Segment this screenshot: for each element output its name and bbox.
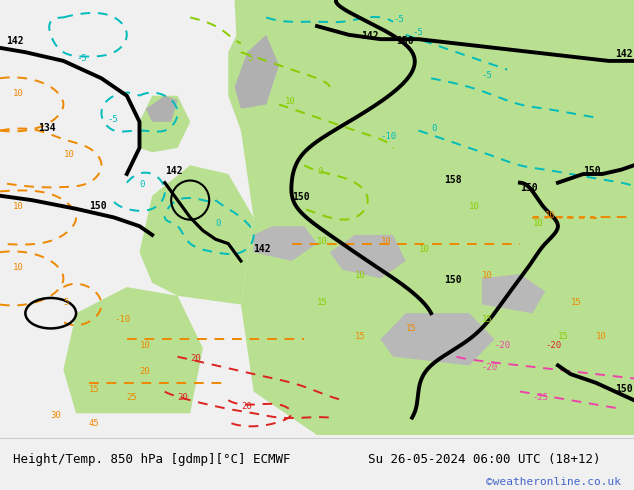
Polygon shape — [146, 96, 178, 122]
Polygon shape — [482, 274, 545, 313]
Text: 10: 10 — [285, 98, 296, 106]
Text: 15: 15 — [571, 297, 581, 307]
Text: 0: 0 — [317, 167, 322, 176]
Polygon shape — [139, 96, 190, 152]
Text: 150: 150 — [444, 275, 462, 285]
Text: 15: 15 — [89, 385, 100, 393]
Text: 25: 25 — [127, 393, 138, 402]
Polygon shape — [139, 165, 254, 304]
Polygon shape — [330, 235, 406, 278]
Text: -20: -20 — [482, 363, 498, 372]
Text: 150: 150 — [520, 183, 538, 194]
Text: 15: 15 — [355, 332, 366, 342]
Text: 5: 5 — [247, 54, 252, 63]
Polygon shape — [63, 287, 203, 413]
Text: 150: 150 — [396, 35, 414, 46]
Text: 0: 0 — [431, 123, 436, 132]
Text: 142: 142 — [254, 245, 271, 254]
Text: 10: 10 — [418, 245, 429, 254]
Text: 150: 150 — [89, 201, 107, 211]
Text: 20: 20 — [241, 402, 252, 411]
Text: 30: 30 — [51, 411, 61, 419]
Text: 10: 10 — [13, 89, 23, 98]
Text: 15: 15 — [317, 297, 328, 307]
Text: Su 26-05-2024 06:00 UTC (18+12): Su 26-05-2024 06:00 UTC (18+12) — [368, 453, 600, 466]
Text: -10: -10 — [114, 315, 130, 324]
Text: 10: 10 — [482, 271, 493, 280]
Text: -5: -5 — [76, 54, 87, 63]
Text: -5: -5 — [108, 115, 119, 124]
Text: 10: 10 — [317, 237, 328, 245]
Text: 10: 10 — [545, 211, 556, 220]
Text: -25: -25 — [533, 393, 548, 402]
Text: 10: 10 — [533, 219, 543, 228]
Text: -5: -5 — [393, 15, 404, 24]
Text: 15: 15 — [558, 332, 569, 342]
Text: 0: 0 — [139, 180, 145, 189]
Polygon shape — [228, 0, 304, 130]
Text: 20: 20 — [139, 367, 150, 376]
Text: 10: 10 — [139, 341, 150, 350]
Text: 45: 45 — [89, 419, 100, 428]
Text: -20: -20 — [545, 341, 561, 350]
Text: 142: 142 — [6, 35, 24, 46]
Text: 142: 142 — [165, 166, 183, 176]
Text: -20: -20 — [495, 341, 510, 350]
Text: 142: 142 — [615, 49, 633, 58]
Text: 5: 5 — [63, 297, 68, 307]
Text: 10: 10 — [469, 202, 480, 211]
Text: 158: 158 — [444, 175, 462, 185]
Text: 20: 20 — [178, 393, 188, 402]
Text: -10: -10 — [380, 132, 396, 141]
Text: 10: 10 — [355, 271, 366, 280]
Text: -5: -5 — [482, 72, 493, 80]
Text: 134: 134 — [38, 122, 56, 132]
Text: ©weatheronline.co.uk: ©weatheronline.co.uk — [486, 477, 621, 487]
Text: 142: 142 — [361, 31, 379, 41]
Polygon shape — [235, 0, 634, 435]
Text: 10: 10 — [13, 263, 23, 271]
Text: 10: 10 — [596, 332, 607, 342]
Polygon shape — [254, 226, 317, 261]
Text: 10: 10 — [63, 149, 74, 159]
Text: 10: 10 — [13, 202, 23, 211]
Text: 150: 150 — [292, 192, 309, 202]
Text: 150: 150 — [583, 166, 601, 176]
Text: 15: 15 — [406, 323, 417, 333]
Text: 0: 0 — [216, 219, 221, 228]
Text: 10: 10 — [380, 237, 391, 245]
Text: 150: 150 — [615, 384, 633, 393]
Text: -5: -5 — [412, 28, 423, 37]
Text: 15: 15 — [482, 315, 493, 324]
Text: Height/Temp. 850 hPa [gdmp][°C] ECMWF: Height/Temp. 850 hPa [gdmp][°C] ECMWF — [13, 453, 290, 466]
Text: 20: 20 — [190, 354, 201, 363]
Polygon shape — [380, 313, 495, 366]
Polygon shape — [235, 35, 279, 109]
